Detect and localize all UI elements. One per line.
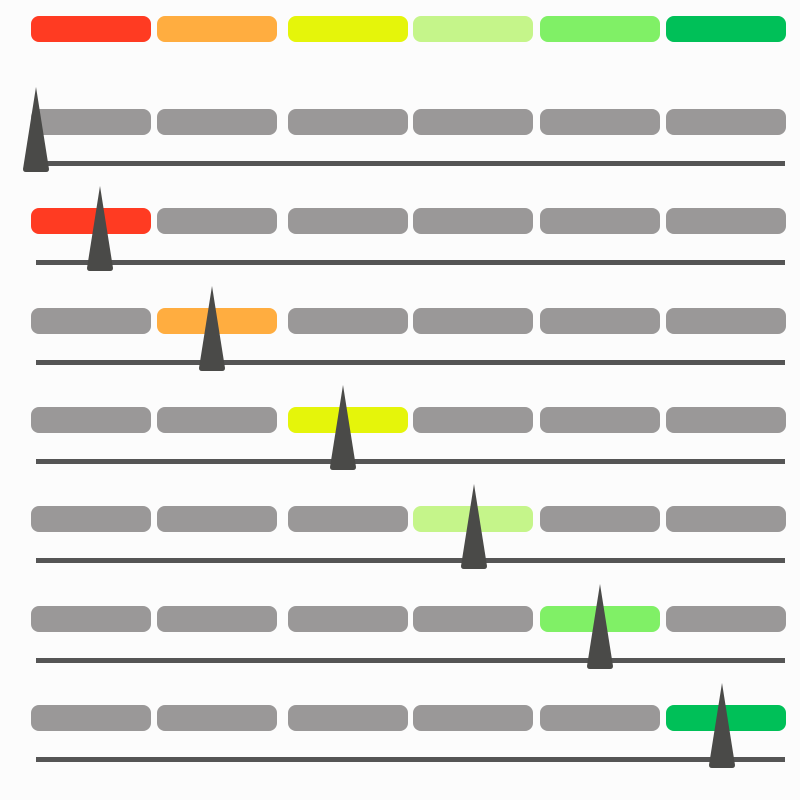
needle-pointer-icon xyxy=(23,87,49,172)
needle-pointer-icon xyxy=(86,186,113,272)
inactive-segment xyxy=(666,307,786,334)
inactive-segment xyxy=(288,208,408,235)
inactive-segment xyxy=(540,307,660,334)
inactive-segment xyxy=(413,406,533,433)
needle-pointer-icon xyxy=(199,285,225,371)
inactive-segment xyxy=(31,109,151,135)
inactive-segment xyxy=(540,506,660,533)
inactive-segment xyxy=(666,109,786,135)
inactive-segment xyxy=(31,605,151,632)
needle-pointer-icon xyxy=(586,583,613,669)
inactive-segment xyxy=(540,406,660,433)
inactive-segment xyxy=(288,506,408,533)
inactive-segment xyxy=(666,605,786,632)
inactive-segment xyxy=(31,307,151,334)
meter-baseline xyxy=(36,458,785,464)
inactive-segment xyxy=(157,506,277,533)
inactive-segment xyxy=(31,506,151,533)
meter-baseline xyxy=(36,161,785,166)
legend-segment-3 xyxy=(288,16,408,42)
legend-segment-5 xyxy=(540,16,660,42)
legend-segment-2 xyxy=(157,16,277,42)
meter-baseline xyxy=(36,359,785,365)
inactive-segment xyxy=(413,704,533,731)
meter-baseline xyxy=(36,657,785,663)
inactive-segment xyxy=(288,307,408,334)
inactive-segment xyxy=(413,307,533,334)
inactive-segment xyxy=(413,208,533,235)
inactive-segment xyxy=(157,208,277,235)
inactive-segment xyxy=(288,605,408,632)
inactive-segment xyxy=(31,704,151,731)
inactive-segment xyxy=(157,605,277,632)
meter-baseline xyxy=(36,756,785,762)
meter-baseline xyxy=(36,260,785,266)
inactive-segment xyxy=(157,109,277,135)
inactive-segment xyxy=(157,704,277,731)
legend-segment-6 xyxy=(666,16,786,42)
inactive-segment xyxy=(540,109,660,135)
inactive-segment xyxy=(540,208,660,235)
inactive-segment xyxy=(666,208,786,235)
inactive-segment xyxy=(288,109,408,135)
needle-pointer-icon xyxy=(461,484,488,570)
active-segment xyxy=(31,208,151,235)
inactive-segment xyxy=(413,109,533,135)
inactive-segment xyxy=(413,605,533,632)
inactive-segment xyxy=(157,406,277,433)
meter-baseline xyxy=(36,558,785,564)
inactive-segment xyxy=(288,704,408,731)
inactive-segment xyxy=(540,704,660,731)
legend-segment-4 xyxy=(413,16,533,42)
legend-segment-1 xyxy=(31,16,151,42)
inactive-segment xyxy=(31,406,151,433)
inactive-segment xyxy=(666,506,786,533)
needle-pointer-icon xyxy=(330,384,357,470)
inactive-segment xyxy=(666,406,786,433)
needle-pointer-icon xyxy=(709,682,736,768)
